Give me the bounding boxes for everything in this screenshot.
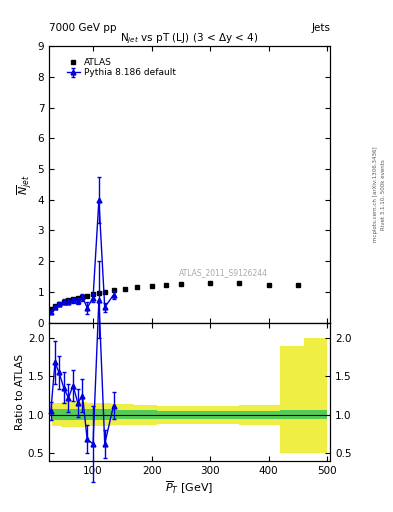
ATLAS: [266, 282, 271, 288]
ATLAS: [97, 290, 101, 296]
Text: Jets: Jets: [311, 23, 330, 33]
Text: 7000 GeV pp: 7000 GeV pp: [49, 23, 117, 33]
ATLAS: [103, 289, 107, 295]
ATLAS: [91, 291, 95, 297]
ATLAS: [57, 301, 61, 307]
ATLAS: [48, 306, 53, 312]
ATLAS: [80, 294, 85, 300]
ATLAS: [111, 287, 116, 293]
Y-axis label: $\overline{N}_{jet}$: $\overline{N}_{jet}$: [16, 174, 35, 195]
ATLAS: [75, 295, 80, 301]
ATLAS: [296, 282, 300, 288]
ATLAS: [53, 303, 57, 309]
ATLAS: [149, 283, 154, 289]
ATLAS: [208, 280, 213, 286]
X-axis label: $\overline{P}_T$ [GeV]: $\overline{P}_T$ [GeV]: [165, 480, 214, 497]
ATLAS: [237, 280, 242, 286]
Legend: ATLAS, Pythia 8.186 default: ATLAS, Pythia 8.186 default: [65, 56, 178, 79]
Title: N$_{jet}$ vs pT (LJ) (3 < $\Delta$y < 4): N$_{jet}$ vs pT (LJ) (3 < $\Delta$y < 4): [121, 32, 259, 46]
Text: mcplots.cern.ch [arXiv:1306.3436]: mcplots.cern.ch [arXiv:1306.3436]: [373, 147, 378, 242]
ATLAS: [178, 281, 183, 287]
ATLAS: [134, 284, 139, 290]
ATLAS: [85, 292, 90, 298]
ATLAS: [66, 297, 71, 304]
Text: ATLAS_2011_S9126244: ATLAS_2011_S9126244: [179, 268, 268, 278]
Line: ATLAS: ATLAS: [48, 280, 300, 311]
ATLAS: [61, 298, 66, 305]
ATLAS: [123, 286, 128, 292]
Text: Rivet 3.1.10, 500k events: Rivet 3.1.10, 500k events: [381, 159, 386, 230]
Y-axis label: Ratio to ATLAS: Ratio to ATLAS: [15, 354, 25, 430]
ATLAS: [164, 282, 169, 288]
ATLAS: [71, 296, 75, 302]
